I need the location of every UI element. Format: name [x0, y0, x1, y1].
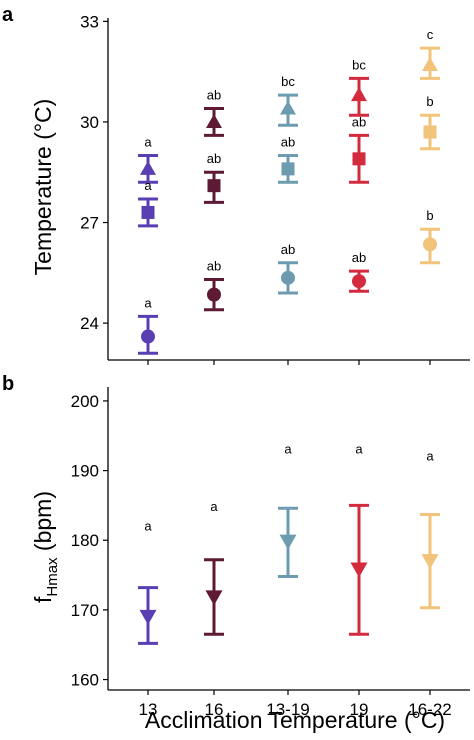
data-point [207, 287, 221, 302]
data-point [351, 87, 367, 102]
data-point [352, 152, 366, 166]
significance-letter: ab [207, 259, 221, 274]
data-point [422, 56, 438, 71]
y-axis-title: Temperature (°C) [30, 99, 56, 276]
y-tick-label: 180 [71, 531, 99, 550]
significance-letter: ab [207, 151, 221, 166]
data-point [205, 590, 223, 606]
y-tick-label: 190 [71, 462, 99, 481]
significance-letter: a [426, 449, 434, 464]
data-point [421, 554, 439, 570]
y-tick-label: 33 [80, 12, 99, 31]
y-tick-label: 160 [71, 671, 99, 690]
significance-letter: ab [281, 134, 295, 149]
y-tick-label: 30 [80, 113, 99, 132]
data-point [141, 329, 155, 344]
significance-letter: a [144, 518, 152, 533]
data-point [281, 270, 295, 285]
data-point [350, 562, 368, 578]
y-tick-label: 24 [80, 314, 99, 333]
significance-letter: ab [352, 114, 366, 129]
panel-b-letter: b [2, 373, 14, 395]
significance-letter: b [426, 208, 433, 223]
x-tick-label: 13-19 [266, 700, 309, 719]
significance-letter: a [355, 442, 363, 457]
significance-letter: a [144, 134, 152, 149]
significance-letter: b [426, 94, 433, 109]
y-tick-label: 200 [71, 392, 99, 411]
significance-letter: bc [352, 57, 366, 72]
data-point [141, 205, 155, 219]
data-point [207, 179, 221, 193]
panel-a-letter: a [2, 4, 14, 26]
significance-letter: ab [352, 250, 366, 265]
x-tick-label: 13 [139, 700, 158, 719]
data-point [279, 534, 297, 550]
significance-letter: a [284, 442, 292, 457]
data-point [423, 237, 437, 252]
data-point [352, 274, 366, 289]
x-tick-label: 16 [205, 700, 224, 719]
significance-letter: ab [281, 242, 295, 257]
significance-letter: a [144, 178, 152, 193]
y-tick-label: 27 [80, 214, 99, 233]
x-tick-label: 19 [350, 700, 369, 719]
significance-letter: c [427, 27, 434, 42]
significance-letter: a [210, 499, 218, 514]
panel-b: b 160 170 180 190 200 13 16 13-19 19 16-22 fHmax (… [2, 373, 470, 733]
significance-letter: a [144, 295, 152, 310]
data-point [423, 125, 437, 139]
data-point [280, 100, 296, 115]
significance-letter: bc [281, 74, 295, 89]
data-point [281, 162, 295, 176]
data-point [206, 113, 222, 128]
data-point [139, 609, 157, 625]
data-point [140, 160, 156, 175]
x-axis-title: Acclimation Temperature (°C) [145, 707, 445, 733]
y-axis-title: fHmax (bpm) [30, 491, 61, 603]
x-tick-label: 16-22 [408, 700, 451, 719]
significance-letter: ab [207, 88, 221, 103]
y-tick-label: 170 [71, 601, 99, 620]
